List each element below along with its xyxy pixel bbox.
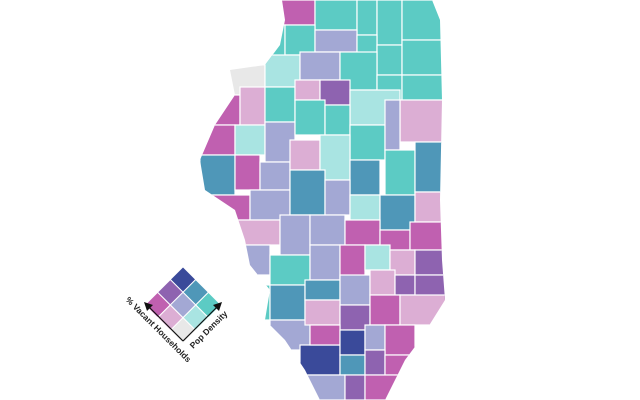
- legend-axes: [144, 302, 222, 342]
- county-tiles: [200, 0, 445, 400]
- legend-grid: [144, 266, 222, 344]
